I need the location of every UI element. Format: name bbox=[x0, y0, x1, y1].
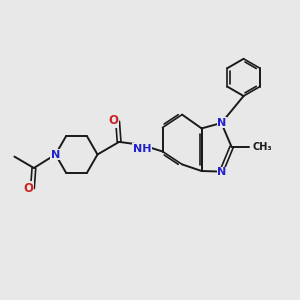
Text: O: O bbox=[23, 182, 33, 195]
Text: N: N bbox=[217, 167, 226, 177]
Text: N: N bbox=[51, 149, 60, 160]
Text: CH₃: CH₃ bbox=[253, 142, 272, 152]
Text: NH: NH bbox=[133, 143, 151, 154]
Text: N: N bbox=[217, 118, 226, 128]
Text: O: O bbox=[108, 114, 118, 128]
